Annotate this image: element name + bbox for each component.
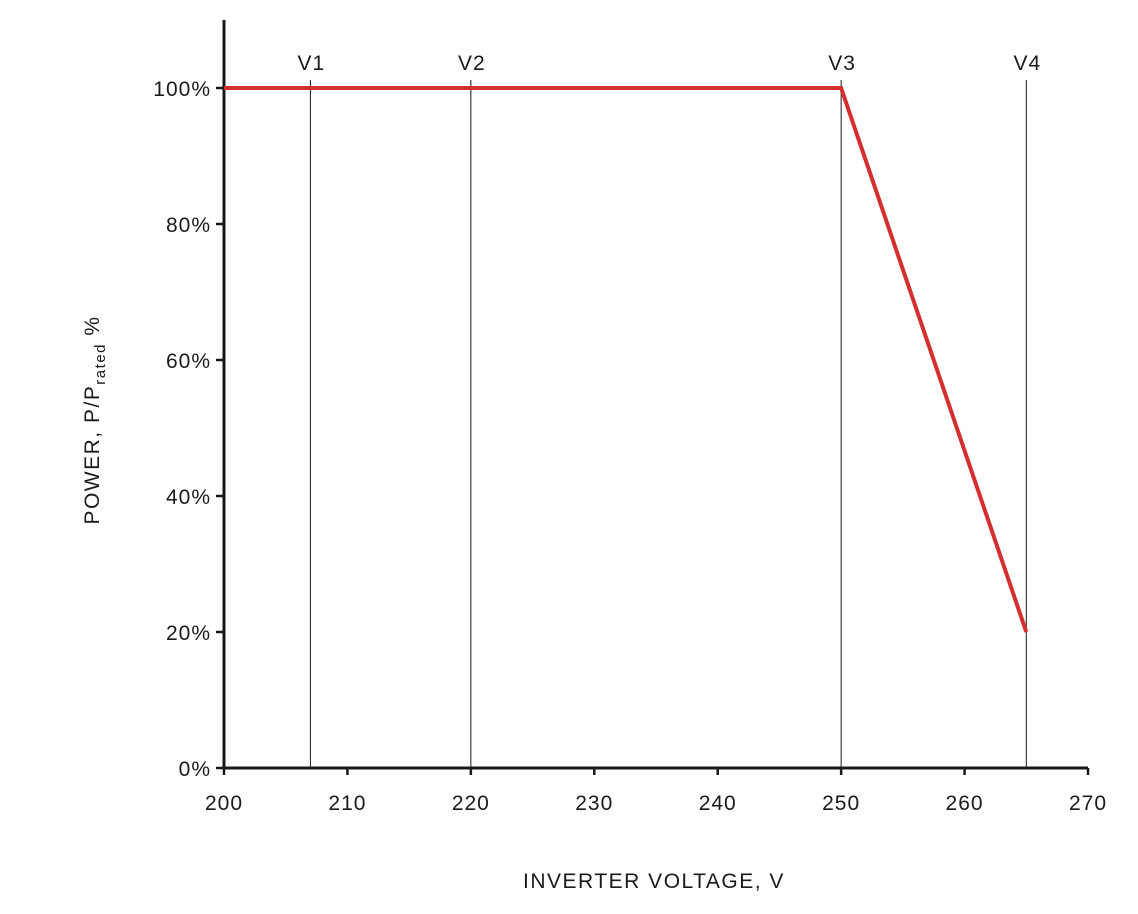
x-tick-label: 200 xyxy=(205,792,243,815)
x-tick-label: 270 xyxy=(1069,792,1107,815)
reference-lines xyxy=(309,80,1027,768)
y-axis-title-suffix: % xyxy=(81,315,104,343)
y-tick-label: 0% xyxy=(179,758,211,781)
reference-labels: V1 V2 V3 V4 xyxy=(298,52,1041,75)
y-axis-title-subscript: rated xyxy=(92,343,109,385)
y-tick-label: 40% xyxy=(166,486,211,509)
y-ticks: 0% 20% 40% 60% 80% 100% xyxy=(153,78,224,781)
ref-label-v2: V2 xyxy=(458,52,486,75)
series-line-0 xyxy=(224,86,1029,633)
ref-label-v3: V3 xyxy=(828,52,856,75)
x-axis-title: INVERTER VOLTAGE, V xyxy=(523,870,785,893)
ref-label-v4: V4 xyxy=(1013,52,1041,75)
x-tick-label: 240 xyxy=(699,792,737,815)
x-tick-label: 230 xyxy=(575,792,613,815)
y-tick-label: 100% xyxy=(153,78,211,101)
y-tick-label: 20% xyxy=(166,622,211,645)
series-layer xyxy=(224,86,1029,633)
axes xyxy=(222,20,1088,770)
x-tick-label: 260 xyxy=(946,792,984,815)
y-tick-label: 60% xyxy=(166,350,211,373)
x-ticks: 200 210 220 230 240 250 260 270 xyxy=(205,768,1107,815)
x-tick-label: 220 xyxy=(452,792,490,815)
y-axis-title-main: POWER, P/P xyxy=(81,385,104,525)
x-tick-label: 250 xyxy=(822,792,860,815)
y-axis-title: POWER, P/Prated % xyxy=(81,315,109,524)
y-tick-label: 80% xyxy=(166,214,211,237)
x-tick-label: 210 xyxy=(328,792,366,815)
ref-label-v1: V1 xyxy=(298,52,326,75)
